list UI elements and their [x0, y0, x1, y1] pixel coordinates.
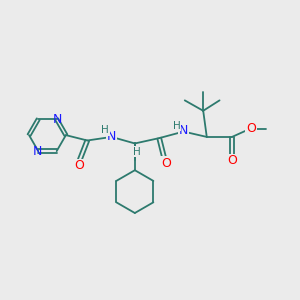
Text: O: O — [74, 159, 84, 172]
Text: O: O — [161, 157, 171, 170]
Text: N: N — [52, 113, 62, 126]
Text: H: H — [172, 121, 180, 130]
Text: H: H — [101, 125, 109, 135]
Text: N: N — [107, 130, 116, 143]
Text: H: H — [133, 147, 141, 157]
Text: O: O — [246, 122, 256, 134]
Text: N: N — [179, 124, 188, 137]
Text: N: N — [33, 145, 42, 158]
Text: O: O — [227, 154, 237, 167]
